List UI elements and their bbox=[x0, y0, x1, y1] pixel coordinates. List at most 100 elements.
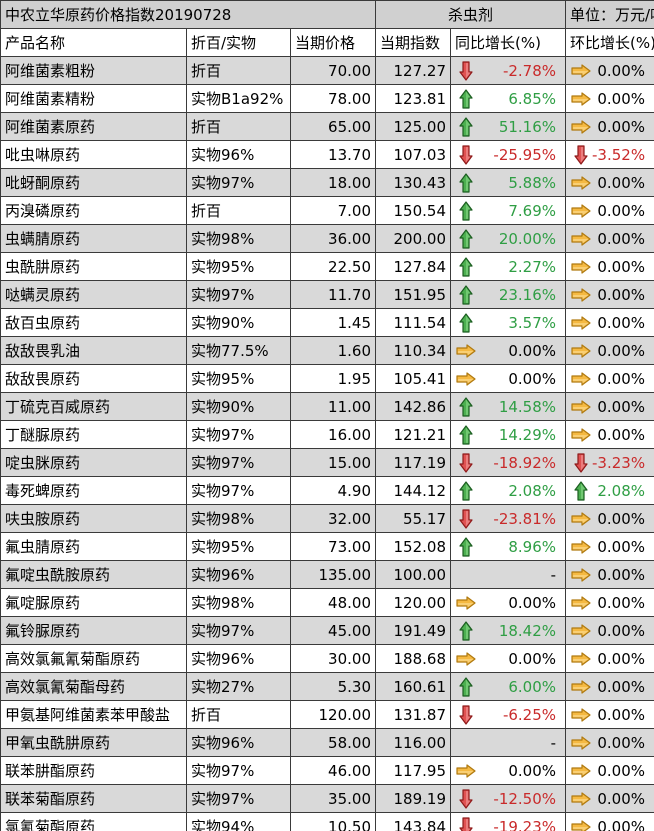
cell-current-price: 70.00 bbox=[290, 56, 376, 85]
cell-spec: 实物95% bbox=[186, 532, 291, 561]
mom-value: 0.00% bbox=[597, 285, 646, 304]
arrow-up-icon bbox=[459, 480, 473, 501]
column-header-spec: 折百/实物 bbox=[186, 28, 291, 57]
cell-yoy-growth: -19.23% bbox=[449, 812, 567, 831]
cell-spec: 折百 bbox=[186, 700, 291, 729]
arrow-down-icon bbox=[459, 60, 473, 81]
cell-yoy-growth: 0.00% bbox=[449, 364, 567, 393]
arrow-right-icon bbox=[456, 343, 476, 358]
table-header-row: 产品名称 折百/实物 当期价格 当期指数 同比增长(%) 环比增长(%) bbox=[0, 28, 654, 57]
arrow-right-icon bbox=[571, 651, 591, 666]
yoy-value: -23.81% bbox=[493, 509, 557, 528]
cell-current-price: 18.00 bbox=[290, 168, 376, 197]
cell-mom-growth: 0.00% bbox=[565, 672, 654, 701]
cell-current-index: 100.00 bbox=[375, 560, 451, 589]
cell-spec: 实物97% bbox=[186, 448, 291, 477]
cell-mom-growth: 0.00% bbox=[565, 168, 654, 197]
mom-trend-icon bbox=[570, 86, 592, 112]
yoy-trend-icon bbox=[455, 142, 477, 168]
cell-spec: 实物98% bbox=[186, 224, 291, 253]
cell-spec: 实物95% bbox=[186, 364, 291, 393]
yoy-value: 51.16% bbox=[498, 117, 557, 136]
yoy-value: 0.00% bbox=[508, 369, 557, 388]
yoy-value: 2.08% bbox=[508, 481, 557, 500]
table-row: 联苯肼酯原药 实物97% 46.00 117.95 0.00% 0.00% bbox=[0, 756, 654, 785]
cell-current-index: 120.00 bbox=[375, 588, 451, 617]
yoy-trend-icon bbox=[455, 730, 477, 756]
arrow-up-icon bbox=[459, 676, 473, 697]
yoy-value: 14.29% bbox=[498, 425, 557, 444]
arrow-up-icon bbox=[459, 228, 473, 249]
cell-mom-growth: 2.08% bbox=[565, 476, 654, 505]
yoy-trend-icon bbox=[455, 282, 477, 308]
table-row: 敌敌畏乳油 实物77.5% 1.60 110.34 0.00% 0.00% bbox=[0, 336, 654, 365]
cell-current-index: 116.00 bbox=[375, 728, 451, 757]
table-row: 丁硫克百威原药 实物90% 11.00 142.86 14.58% 0.00% bbox=[0, 392, 654, 421]
mom-trend-icon bbox=[570, 114, 592, 140]
arrow-right-icon bbox=[571, 763, 591, 778]
arrow-down-icon bbox=[459, 788, 473, 809]
cell-product-name: 阿维菌素精粉 bbox=[0, 84, 187, 113]
cell-mom-growth: 0.00% bbox=[565, 196, 654, 225]
cell-current-price: 36.00 bbox=[290, 224, 376, 253]
cell-yoy-growth: 2.27% bbox=[449, 252, 567, 281]
mom-value: 0.00% bbox=[597, 761, 646, 780]
cell-current-price: 1.95 bbox=[290, 364, 376, 393]
table-row: 毒死蜱原药 实物97% 4.90 144.12 2.08% 2.08% bbox=[0, 476, 654, 505]
table-row: 虫酰肼原药 实物95% 22.50 127.84 2.27% 0.00% bbox=[0, 252, 654, 281]
yoy-value: -2.78% bbox=[502, 61, 557, 80]
cell-spec: 实物97% bbox=[186, 784, 291, 813]
arrow-right-icon bbox=[571, 203, 591, 218]
yoy-trend-icon bbox=[455, 310, 477, 336]
yoy-trend-icon bbox=[455, 674, 477, 700]
table-row: 氟虫腈原药 实物95% 73.00 152.08 8.96% 0.00% bbox=[0, 532, 654, 561]
cell-current-price: 10.50 bbox=[290, 812, 376, 831]
cell-mom-growth: 0.00% bbox=[565, 532, 654, 561]
cell-product-name: 氟铃脲原药 bbox=[0, 616, 187, 645]
yoy-trend-icon bbox=[455, 758, 477, 784]
cell-mom-growth: 0.00% bbox=[565, 308, 654, 337]
column-header-mom: 环比增长(%) bbox=[565, 28, 654, 57]
cell-spec: 实物97% bbox=[186, 420, 291, 449]
cell-spec: 折百 bbox=[186, 56, 291, 85]
mom-value: 0.00% bbox=[597, 537, 646, 556]
yoy-trend-icon bbox=[455, 338, 477, 364]
yoy-value: 18.42% bbox=[498, 621, 557, 640]
column-header-index: 当期指数 bbox=[375, 28, 451, 57]
yoy-value: -18.92% bbox=[493, 453, 557, 472]
yoy-value: - bbox=[550, 565, 557, 584]
cell-current-index: 151.95 bbox=[375, 280, 451, 309]
cell-spec: 实物96% bbox=[186, 728, 291, 757]
cell-current-price: 15.00 bbox=[290, 448, 376, 477]
cell-current-price: 11.70 bbox=[290, 280, 376, 309]
cell-current-price: 32.00 bbox=[290, 504, 376, 533]
cell-current-price: 58.00 bbox=[290, 728, 376, 757]
cell-yoy-growth: 23.16% bbox=[449, 280, 567, 309]
cell-mom-growth: 0.00% bbox=[565, 280, 654, 309]
yoy-trend-icon bbox=[455, 506, 477, 532]
cell-mom-growth: 0.00% bbox=[565, 252, 654, 281]
mom-trend-icon bbox=[570, 590, 592, 616]
arrow-up-icon bbox=[459, 200, 473, 221]
cell-product-name: 吡虫啉原药 bbox=[0, 140, 187, 169]
cell-spec: 实物77.5% bbox=[186, 336, 291, 365]
arrow-right-icon bbox=[571, 567, 591, 582]
cell-product-name: 高效氯氰菊酯母药 bbox=[0, 672, 187, 701]
cell-current-price: 78.00 bbox=[290, 84, 376, 113]
cell-mom-growth: 0.00% bbox=[565, 616, 654, 645]
cell-mom-growth: 0.00% bbox=[565, 728, 654, 757]
cell-product-name: 丁醚脲原药 bbox=[0, 420, 187, 449]
cell-current-price: 135.00 bbox=[290, 560, 376, 589]
arrow-down-icon bbox=[459, 704, 473, 725]
cell-spec: 折百 bbox=[186, 112, 291, 141]
cell-mom-growth: 0.00% bbox=[565, 336, 654, 365]
cell-current-price: 11.00 bbox=[290, 392, 376, 421]
cell-spec: 实物97% bbox=[186, 168, 291, 197]
arrow-right-icon bbox=[571, 175, 591, 190]
cell-current-price: 13.70 bbox=[290, 140, 376, 169]
mom-value: 0.00% bbox=[597, 593, 646, 612]
table-row: 阿维菌素粗粉 折百 70.00 127.27 -2.78% 0.00% bbox=[0, 56, 654, 85]
cell-product-name: 高效氯氟氰菊酯原药 bbox=[0, 644, 187, 673]
